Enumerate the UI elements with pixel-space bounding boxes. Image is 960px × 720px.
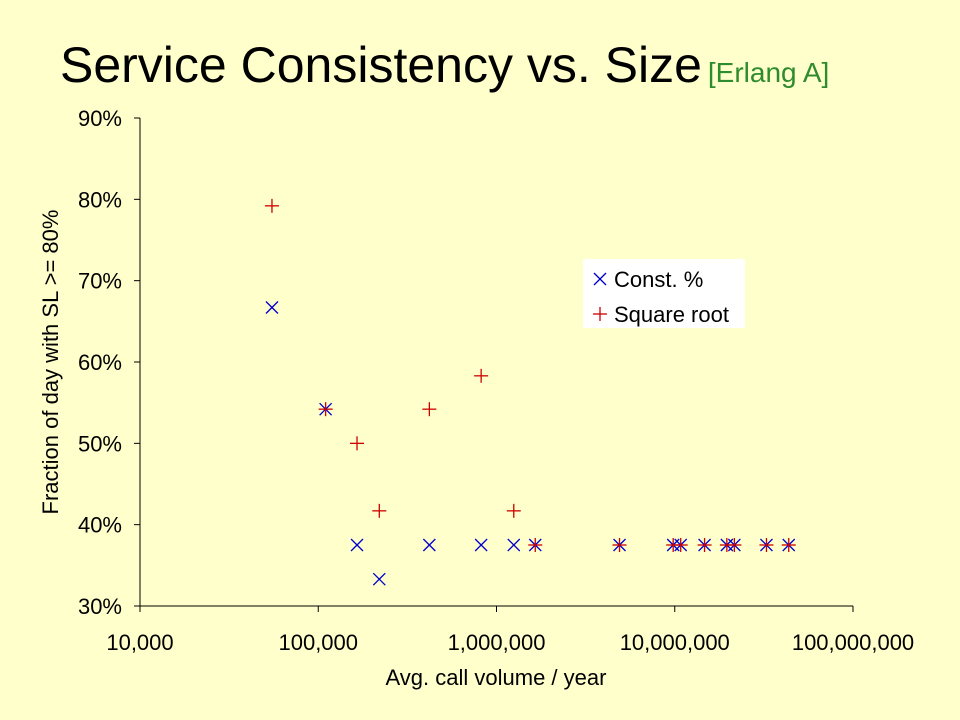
x-tick-label: 10,000 bbox=[106, 630, 173, 655]
const-pct-point bbox=[474, 538, 488, 552]
chart-axes bbox=[139, 118, 853, 607]
x-marker-stroke bbox=[265, 301, 279, 314]
const-pct-point bbox=[265, 301, 279, 314]
square-root-point bbox=[528, 538, 543, 552]
const-pct-point bbox=[350, 538, 364, 552]
square-root-point bbox=[612, 538, 627, 552]
const-pct-point bbox=[372, 572, 386, 586]
x-tick-label: 1,000,000 bbox=[448, 630, 546, 655]
square-root-point bbox=[697, 538, 712, 552]
legend-box bbox=[583, 259, 745, 328]
square-root-point bbox=[318, 402, 333, 417]
x-axis-label: Avg. call volume / year bbox=[386, 665, 607, 690]
x-tick-label: 100,000 bbox=[278, 630, 358, 655]
const-pct-point bbox=[422, 538, 436, 552]
square-root-point bbox=[264, 198, 279, 213]
x-marker-stroke bbox=[350, 538, 364, 552]
square-root-point bbox=[673, 538, 688, 552]
y-tick-label: 30% bbox=[78, 594, 122, 619]
square-root-point bbox=[759, 538, 774, 552]
y-tick-label: 80% bbox=[78, 187, 122, 212]
y-tick-label: 90% bbox=[78, 106, 122, 131]
chart-marks bbox=[264, 198, 796, 586]
legend-sqrt-marker bbox=[593, 307, 607, 321]
square-root-point bbox=[474, 368, 489, 383]
square-root-point bbox=[781, 538, 796, 552]
x-tick-label: 100,000,000 bbox=[792, 630, 914, 655]
y-tick-label: 40% bbox=[78, 513, 122, 538]
slide-title: Service Consistency vs. Size [Erlang A] bbox=[60, 36, 829, 94]
x-marker-stroke bbox=[507, 538, 521, 552]
x-tick-label: 10,000,000 bbox=[620, 630, 730, 655]
title-main: Service Consistency vs. Size bbox=[60, 37, 702, 93]
chart-legend: Const. % Square root bbox=[583, 259, 745, 328]
x-marker-stroke bbox=[593, 272, 607, 286]
legend-label: Const. % bbox=[614, 267, 703, 292]
square-root-point bbox=[350, 436, 365, 451]
legend-const-marker bbox=[593, 272, 607, 286]
y-tick-label: 70% bbox=[78, 269, 122, 294]
square-root-point bbox=[372, 503, 387, 518]
y-tick-label: 60% bbox=[78, 350, 122, 375]
y-axis-label: Fraction of day with SL >= 80% bbox=[38, 210, 63, 515]
x-marker-stroke bbox=[474, 538, 488, 552]
square-root-point bbox=[506, 503, 521, 518]
chart-ticks: 30% 40% 50% 60% 70% 80% 90% 10,000 100,000 1,000,… bbox=[78, 106, 914, 655]
title-subtitle: [Erlang A] bbox=[707, 57, 830, 88]
x-marker-stroke bbox=[372, 572, 386, 586]
const-pct-point bbox=[507, 538, 521, 552]
legend-label: Square root bbox=[614, 302, 729, 327]
square-root-point bbox=[727, 538, 742, 552]
y-tick-label: 50% bbox=[78, 431, 122, 456]
square-root-point bbox=[422, 402, 437, 417]
x-marker-stroke bbox=[422, 538, 436, 552]
